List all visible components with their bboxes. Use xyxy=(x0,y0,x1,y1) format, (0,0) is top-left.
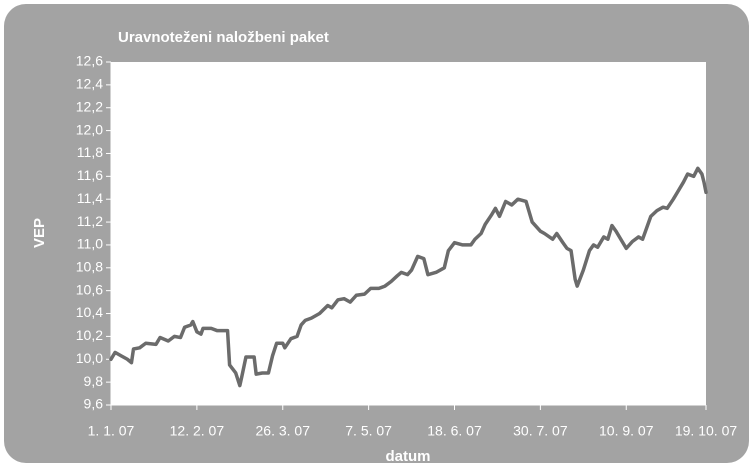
x-tick-label: 26. 3. 07 xyxy=(256,423,311,439)
y-tick-label: 10,0 xyxy=(76,350,103,366)
plot-area xyxy=(111,62,706,405)
chart-title: Uravnoteženi naložbeni paket xyxy=(118,29,329,46)
x-tick-label: 19. 10. 07 xyxy=(675,423,737,439)
x-tick-label: 18. 6. 07 xyxy=(427,423,482,439)
y-tick-label: 12,4 xyxy=(76,76,103,92)
y-tick-label: 11,4 xyxy=(77,190,103,206)
y-tick-label: 12,0 xyxy=(76,121,103,137)
x-tick-label: 30. 7. 07 xyxy=(513,423,568,439)
x-tick-label: 7. 5. 07 xyxy=(345,423,392,439)
y-tick-label: 11,8 xyxy=(77,144,103,160)
y-tick-label: 10,2 xyxy=(76,327,103,343)
y-tick-label: 11,0 xyxy=(77,236,103,252)
y-tick-label: 9,6 xyxy=(84,396,104,412)
y-axis-label: VEP xyxy=(31,218,48,248)
y-tick-label: 10,8 xyxy=(76,259,103,275)
data-line xyxy=(109,166,708,388)
y-tick-label: 12,2 xyxy=(76,98,103,114)
y-tick-label: 12,6 xyxy=(76,53,103,69)
x-tick-label: 10. 9. 07 xyxy=(599,423,654,439)
y-tick-label: 9,8 xyxy=(84,373,104,389)
x-axis-label: datum xyxy=(386,448,431,465)
y-tick-label: 11,2 xyxy=(77,213,103,229)
x-tick-label: 12. 2. 07 xyxy=(170,423,225,439)
y-tick-label: 11,6 xyxy=(77,167,103,183)
x-tick-label: 1. 1. 07 xyxy=(88,423,135,439)
y-tick-label: 10,6 xyxy=(76,281,103,297)
y-tick-label: 10,4 xyxy=(76,304,103,320)
